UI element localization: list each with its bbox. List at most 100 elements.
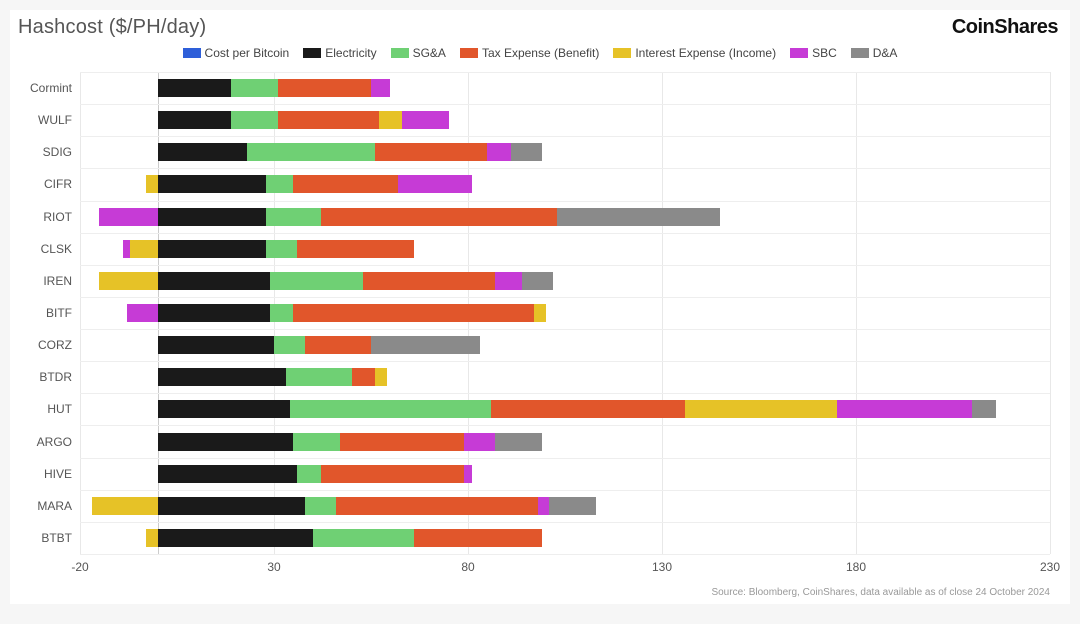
x-tick-label: 230 [1040,560,1060,574]
bar-segment-sga [231,79,278,97]
bar-segment-sga [247,143,375,161]
plot-area-inner: -203080130180230CormintWULFSDIGCIFRRIOTC… [80,72,1050,554]
legend-item-tax: Tax Expense (Benefit) [460,46,599,60]
x-tick-label: 30 [267,560,280,574]
bar-segment-sbc [487,143,510,161]
bar-segment-sbc [538,497,550,515]
row-divider [80,297,1050,298]
bar-segment-tax [297,240,413,258]
bar-segment-sbc [371,79,390,97]
bar-segment-electricity [158,240,267,258]
y-axis-label: WULF [10,113,72,127]
bar-segment-tax [293,175,398,193]
bar-segment-electricity [158,465,298,483]
bar-segment-sga [266,208,320,226]
bar-segment-interest [379,111,402,129]
bar-segment-interest [146,529,158,547]
row-divider [80,136,1050,137]
bar-segment-electricity [158,208,267,226]
row-divider [80,458,1050,459]
bar-segment-sbc [127,304,158,322]
bar-segment-interest [99,272,157,290]
bar-segment-electricity [158,400,290,418]
bar-segment-electricity [158,304,271,322]
row-divider [80,425,1050,426]
source-text: Source: Bloomberg, CoinShares, data avai… [711,587,1050,598]
bar-segment-tax [336,497,538,515]
legend-item-cost_per_bitcoin: Cost per Bitcoin [183,46,290,60]
bar-segment-electricity [158,175,267,193]
row-divider [80,554,1050,555]
legend: Cost per Bitcoin Electricity SG&A Tax Expen… [10,46,1070,60]
bar-segment-da [557,208,720,226]
y-axis-label: HUT [10,402,72,416]
bar-segment-electricity [158,111,232,129]
chart-frame: Hashcost ($/PH/day) CoinShares Cost per … [10,10,1070,604]
bar-segment-sbc [123,240,131,258]
bar-segment-sga [266,175,293,193]
row-divider [80,361,1050,362]
bar-segment-da [972,400,995,418]
bar-segment-electricity [158,529,313,547]
row-divider [80,393,1050,394]
y-axis-label: BITF [10,306,72,320]
legend-swatch [613,48,631,58]
bar-segment-interest [534,304,546,322]
row-divider [80,265,1050,266]
bar-segment-sbc [464,433,495,451]
row-divider [80,233,1050,234]
bar-segment-tax [305,336,371,354]
bar-segment-tax [352,368,375,386]
bar-segment-sbc [398,175,472,193]
plot-area: -203080130180230CormintWULFSDIGCIFRRIOTC… [80,72,1050,554]
bar-segment-sga [270,272,363,290]
bar-segment-sbc [402,111,449,129]
bar-segment-sga [290,400,492,418]
bar-segment-sga [293,433,340,451]
gridline [662,72,663,554]
legend-label: Interest Expense (Income) [635,46,776,60]
bar-segment-electricity [158,143,247,161]
bar-segment-interest [685,400,836,418]
bar-segment-da [522,272,553,290]
legend-item-interest: Interest Expense (Income) [613,46,776,60]
bar-segment-tax [375,143,488,161]
y-axis-label: CIFR [10,177,72,191]
bar-segment-sga [270,304,293,322]
bar-segment-sbc [495,272,522,290]
legend-item-electricity: Electricity [303,46,376,60]
bar-segment-tax [414,529,542,547]
legend-label: SBC [812,46,837,60]
bar-segment-sbc [837,400,973,418]
legend-label: SG&A [413,46,446,60]
row-divider [80,104,1050,105]
legend-swatch [851,48,869,58]
legend-label: D&A [873,46,898,60]
y-axis-label: CORZ [10,338,72,352]
bar-segment-da [511,143,542,161]
bar-segment-tax [321,465,465,483]
bar-segment-electricity [158,272,271,290]
gridline [856,72,857,554]
y-axis-label: BTBT [10,531,72,545]
x-tick-label: -20 [71,560,88,574]
x-tick-label: 130 [652,560,672,574]
legend-label: Electricity [325,46,376,60]
y-axis-label: HIVE [10,467,72,481]
legend-item-da: D&A [851,46,898,60]
legend-swatch [391,48,409,58]
bar-segment-da [549,497,596,515]
chart-title: Hashcost ($/PH/day) [18,16,206,39]
y-axis-label: IREN [10,274,72,288]
legend-swatch [303,48,321,58]
bar-segment-tax [340,433,464,451]
y-axis-label: MARA [10,499,72,513]
legend-label: Cost per Bitcoin [205,46,290,60]
x-tick-label: 180 [846,560,866,574]
bar-segment-tax [293,304,534,322]
bar-segment-tax [321,208,558,226]
legend-item-sbc: SBC [790,46,837,60]
x-tick-label: 80 [461,560,474,574]
bar-segment-interest [375,368,387,386]
bar-segment-electricity [158,368,286,386]
